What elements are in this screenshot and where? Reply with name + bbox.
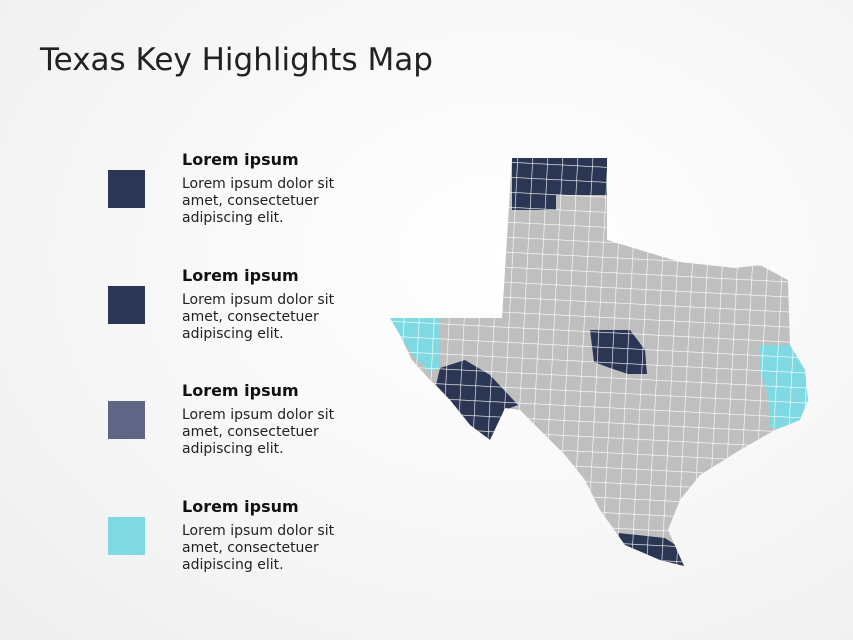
legend-swatch	[108, 401, 145, 439]
legend-text: Lorem ipsum dolor sit amet, consectetuer…	[182, 407, 335, 457]
legend-text: Lorem ipsum dolor sit amet, consectetuer…	[182, 291, 335, 342]
state-shape	[390, 158, 808, 566]
legend-heading: Lorem ipsum	[182, 265, 299, 285]
slide-title: Texas Key Highlights Map	[40, 42, 433, 78]
legend-swatch	[108, 516, 145, 555]
legend-heading: Lorem ipsum	[182, 381, 299, 400]
legend-heading: Lorem ipsum	[182, 150, 299, 169]
legend-text: Lorem ipsum dolor sit amet, consectetuer…	[182, 176, 335, 226]
legend-swatch	[108, 285, 145, 324]
legend-swatch	[108, 170, 145, 208]
legend-heading: Lorem ipsum	[182, 496, 299, 516]
legend-text: Lorem ipsum dolor sit amet, consectetuer…	[182, 522, 335, 573]
